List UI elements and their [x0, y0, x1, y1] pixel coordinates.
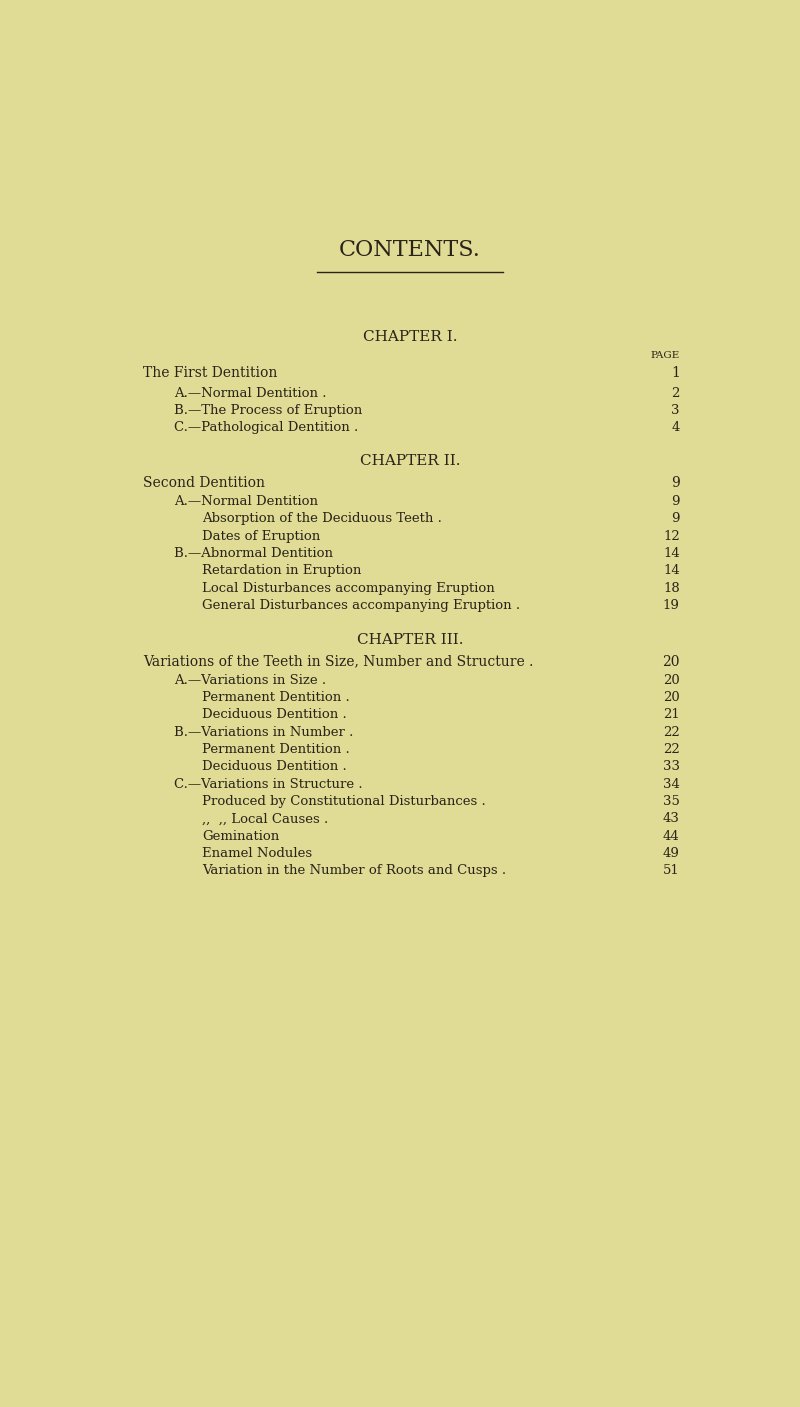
Text: Variation in the Number of Roots and Cusps .: Variation in the Number of Roots and Cus…	[202, 864, 506, 878]
Text: B.—Abnormal Dentition: B.—Abnormal Dentition	[174, 547, 334, 560]
Text: A.—Normal Dentition .: A.—Normal Dentition .	[174, 387, 327, 400]
Text: ,,  ,, Local Causes .: ,, ,, Local Causes .	[202, 812, 329, 826]
Text: Enamel Nodules: Enamel Nodules	[202, 847, 313, 860]
Text: Permanent Dentition .: Permanent Dentition .	[202, 691, 350, 704]
Text: C.—Variations in Structure .: C.—Variations in Structure .	[174, 778, 363, 791]
Text: 2: 2	[671, 387, 680, 400]
Text: Variations of the Teeth in Size, Number and Structure .: Variations of the Teeth in Size, Number …	[143, 654, 534, 668]
Text: 1: 1	[671, 366, 680, 380]
Text: 51: 51	[663, 864, 680, 878]
Text: 4: 4	[671, 421, 680, 435]
Text: B.—Variations in Number .: B.—Variations in Number .	[174, 726, 354, 739]
Text: 20: 20	[662, 654, 680, 668]
Text: 35: 35	[663, 795, 680, 808]
Text: Deciduous Dentition .: Deciduous Dentition .	[202, 760, 347, 774]
Text: B.—The Process of Eruption: B.—The Process of Eruption	[174, 404, 362, 416]
Text: 9: 9	[671, 495, 680, 508]
Text: 43: 43	[663, 812, 680, 826]
Text: CONTENTS.: CONTENTS.	[339, 239, 481, 262]
Text: CHAPTER III.: CHAPTER III.	[357, 633, 463, 647]
Text: Local Disturbances accompanying Eruption: Local Disturbances accompanying Eruption	[202, 581, 495, 595]
Text: 18: 18	[663, 581, 680, 595]
Text: The First Dentition: The First Dentition	[143, 366, 278, 380]
Text: 9: 9	[671, 476, 680, 490]
Text: 33: 33	[662, 760, 680, 774]
Text: 3: 3	[671, 404, 680, 416]
Text: CHAPTER II.: CHAPTER II.	[360, 454, 460, 469]
Text: Second Dentition: Second Dentition	[143, 476, 266, 490]
Text: 20: 20	[663, 691, 680, 704]
Text: A.—Variations in Size .: A.—Variations in Size .	[174, 674, 326, 687]
Text: 22: 22	[663, 726, 680, 739]
Text: 19: 19	[663, 599, 680, 612]
Text: Deciduous Dentition .: Deciduous Dentition .	[202, 708, 347, 722]
Text: 49: 49	[663, 847, 680, 860]
Text: 12: 12	[663, 529, 680, 543]
Text: Absorption of the Deciduous Teeth .: Absorption of the Deciduous Teeth .	[202, 512, 442, 525]
Text: Dates of Eruption: Dates of Eruption	[202, 529, 321, 543]
Text: General Disturbances accompanying Eruption .: General Disturbances accompanying Erupti…	[202, 599, 521, 612]
Text: 14: 14	[663, 547, 680, 560]
Text: Gemination: Gemination	[202, 830, 279, 843]
Text: 20: 20	[663, 674, 680, 687]
Text: A.—Normal Dentition: A.—Normal Dentition	[174, 495, 318, 508]
Text: Produced by Constitutional Disturbances .: Produced by Constitutional Disturbances …	[202, 795, 486, 808]
Text: Retardation in Eruption: Retardation in Eruption	[202, 564, 362, 577]
Text: 9: 9	[671, 512, 680, 525]
Text: 34: 34	[663, 778, 680, 791]
Text: PAGE: PAGE	[650, 350, 680, 360]
Text: 21: 21	[663, 708, 680, 722]
Text: CHAPTER I.: CHAPTER I.	[362, 329, 458, 343]
Text: 22: 22	[663, 743, 680, 756]
Text: C.—Pathological Dentition .: C.—Pathological Dentition .	[174, 421, 358, 435]
Text: 14: 14	[663, 564, 680, 577]
Text: Permanent Dentition .: Permanent Dentition .	[202, 743, 350, 756]
Text: 44: 44	[663, 830, 680, 843]
